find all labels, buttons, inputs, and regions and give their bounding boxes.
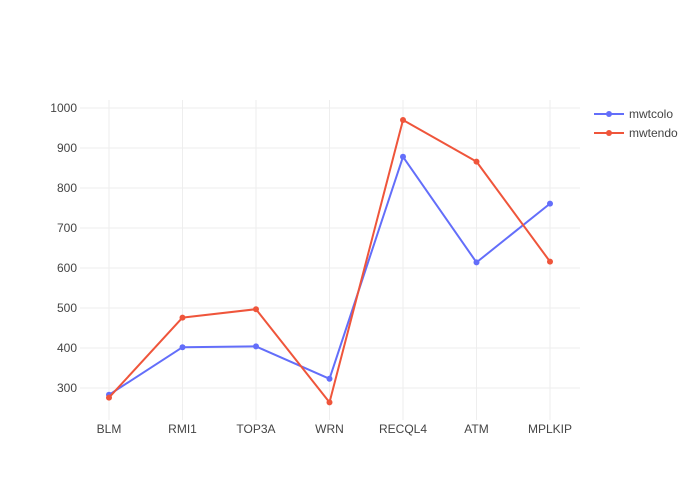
x-tick-label: RECQL4 bbox=[379, 422, 427, 436]
y-tick-label: 500 bbox=[57, 301, 77, 315]
data-point[interactable] bbox=[253, 306, 259, 313]
y-tick-label: 800 bbox=[57, 181, 77, 195]
series-layer bbox=[106, 117, 553, 406]
data-point[interactable] bbox=[473, 259, 480, 266]
legend-label: mwtendo bbox=[629, 126, 678, 140]
x-tick-label: ATM bbox=[464, 422, 488, 436]
y-tick-label: 700 bbox=[57, 221, 77, 235]
data-point[interactable] bbox=[547, 258, 553, 265]
x-tick-label: RMI1 bbox=[168, 422, 197, 436]
data-point[interactable] bbox=[400, 153, 406, 160]
data-point[interactable] bbox=[326, 375, 333, 382]
series-mwtendo bbox=[106, 117, 553, 406]
data-point[interactable] bbox=[326, 399, 333, 406]
axis-layer: 300 400 500 600 700 800 900 1000 BLM RMI1 TOP3A WRN… bbox=[50, 101, 572, 436]
legend-item-mwtcolo[interactable]: mwtcolo bbox=[594, 107, 673, 121]
legend-item-mwtendo[interactable]: mwtendo bbox=[594, 126, 678, 140]
y-tick-label: 600 bbox=[57, 261, 77, 275]
data-point[interactable] bbox=[473, 158, 480, 165]
data-point[interactable] bbox=[179, 314, 186, 321]
x-tick-label: BLM bbox=[97, 422, 122, 436]
y-tick-label: 300 bbox=[57, 381, 77, 395]
grid-layer bbox=[80, 100, 580, 420]
x-tick-label: TOP3A bbox=[236, 422, 275, 436]
x-tick-label: MPLKIP bbox=[528, 422, 572, 436]
y-tick-label: 900 bbox=[57, 141, 77, 155]
legend-swatch-marker bbox=[606, 130, 612, 136]
data-point[interactable] bbox=[547, 200, 553, 207]
data-point[interactable] bbox=[106, 394, 112, 401]
y-tick-label: 400 bbox=[57, 341, 77, 355]
x-tick-label: WRN bbox=[315, 422, 344, 436]
legend-label: mwtcolo bbox=[629, 107, 673, 121]
legend[interactable]: mwtcolo mwtendo bbox=[594, 107, 678, 140]
data-point[interactable] bbox=[179, 344, 186, 351]
legend-swatch-marker bbox=[606, 111, 612, 117]
y-tick-label: 1000 bbox=[50, 101, 77, 115]
data-point[interactable] bbox=[400, 117, 406, 123]
data-point[interactable] bbox=[253, 343, 259, 350]
